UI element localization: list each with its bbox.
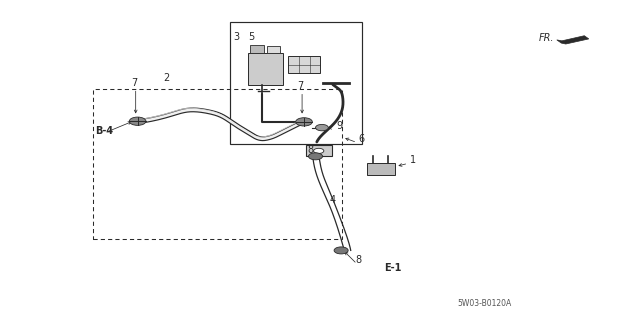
Polygon shape [557, 36, 589, 44]
Bar [250, 45, 264, 53]
Text: 3: 3 [234, 32, 240, 42]
Text: 7: 7 [298, 81, 304, 91]
Text: 7: 7 [131, 78, 138, 88]
Text: B-4: B-4 [95, 126, 113, 136]
Text: 4: 4 [330, 195, 336, 204]
Circle shape [308, 153, 323, 160]
Text: FR.: FR. [539, 33, 554, 43]
Circle shape [316, 124, 328, 131]
Text: 5W03-B0120A: 5W03-B0120A [458, 299, 512, 308]
Text: 2: 2 [163, 73, 170, 83]
Text: 6: 6 [358, 134, 365, 144]
Bar [267, 46, 280, 53]
Text: 8: 8 [307, 145, 314, 155]
Bar [367, 163, 395, 175]
Circle shape [296, 118, 312, 126]
Text: 8: 8 [355, 255, 362, 265]
Bar [248, 53, 283, 85]
Circle shape [314, 148, 324, 153]
Bar [93, 89, 342, 239]
Bar [230, 22, 362, 144]
Text: 5: 5 [248, 32, 255, 42]
Bar [288, 56, 320, 73]
Text: 1: 1 [410, 155, 416, 165]
Text: E-1: E-1 [384, 263, 401, 273]
Circle shape [129, 117, 146, 125]
Text: 9: 9 [336, 121, 342, 131]
Circle shape [334, 247, 348, 254]
Bar [306, 145, 332, 156]
